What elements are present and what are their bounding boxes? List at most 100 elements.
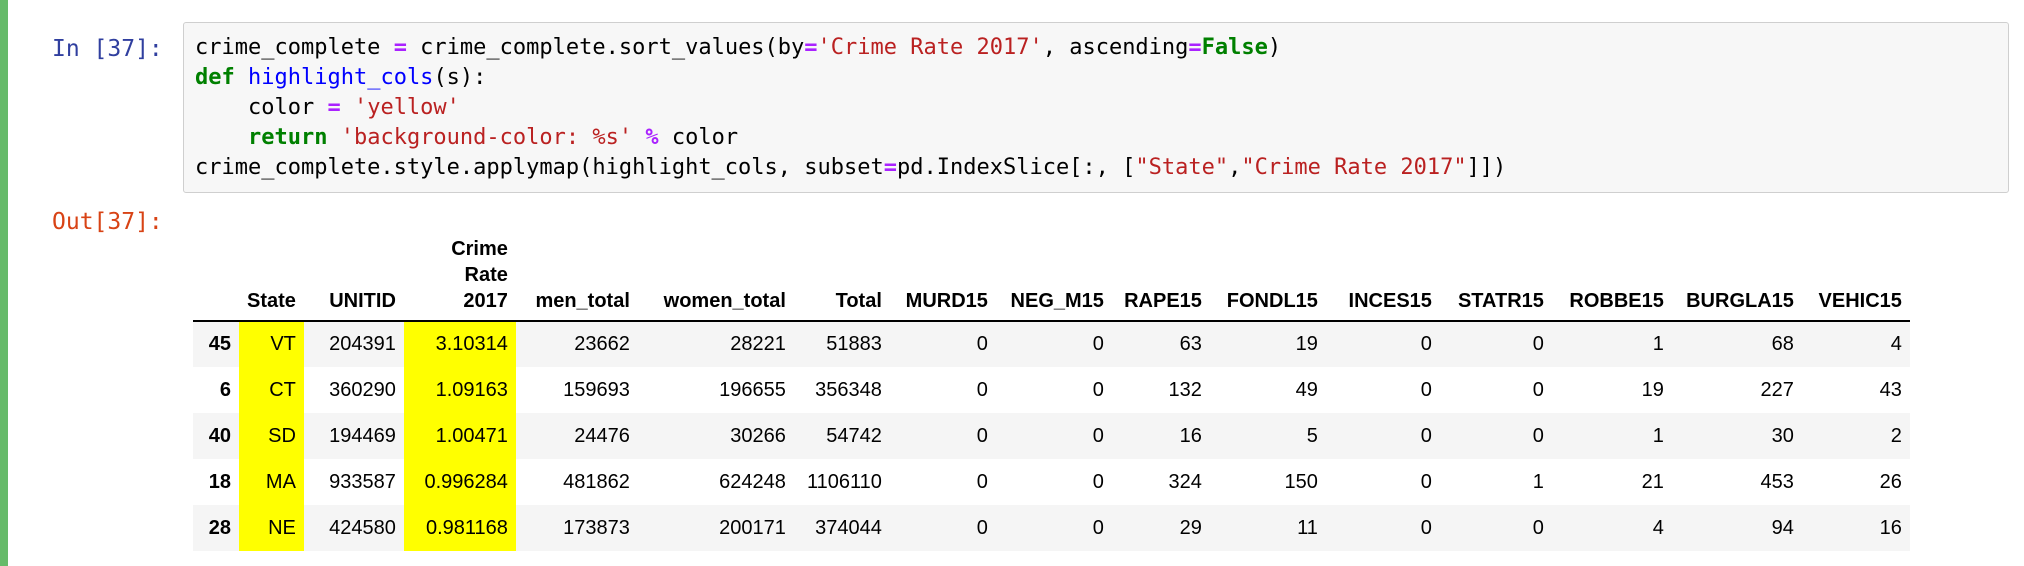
cell-vehic15: 43	[1879, 378, 1902, 401]
column-header-statr15: STATR15	[1439, 232, 1552, 322]
cell-state: SD	[239, 413, 304, 459]
code-line-1: crime_complete = crime_complete.sort_val…	[195, 35, 1282, 60]
cell-robbe15: 1	[1652, 424, 1664, 447]
cell-women-total: 200171	[719, 516, 786, 539]
cell-burgla15: 453	[1760, 470, 1794, 493]
cell-unitid: 204391	[329, 333, 396, 355]
header-row: State UNITID Crime Rate 2017 men_total w…	[193, 232, 1910, 322]
column-header-unitid: UNITID	[303, 232, 404, 322]
cell-rape15: 63	[1179, 333, 1202, 355]
cell-unitid: 194469	[329, 424, 396, 447]
cell-state: MA	[239, 459, 304, 505]
cell-total: 1106110	[807, 470, 882, 493]
cell-neg-m15: 0	[1092, 424, 1104, 447]
cell-statr15: 0	[1532, 333, 1544, 355]
cell-total: 356348	[815, 378, 882, 401]
column-header-crime-rate-2017: Crime Rate 2017	[403, 232, 516, 322]
index-header	[193, 232, 239, 322]
table-row: 28 NE 424580 0.981168 173873 200171 3740…	[193, 505, 1910, 551]
cell-murd15: 0	[976, 378, 988, 401]
cell-murd15: 0	[976, 333, 988, 355]
cell-burgla15: 94	[1771, 516, 1794, 539]
cell-men-total: 159693	[563, 378, 630, 401]
cell-murd15: 0	[976, 516, 988, 539]
cell-neg-m15: 0	[1092, 378, 1104, 401]
cell-state: VT	[239, 321, 304, 367]
dataframe-table: State UNITID Crime Rate 2017 men_total w…	[193, 232, 1910, 551]
cell-rape15: 29	[1179, 516, 1202, 539]
column-header-vehic15: VEHIC15	[1801, 232, 1910, 322]
cell-fondl15: 5	[1306, 424, 1318, 447]
cell-unitid: 424580	[329, 516, 396, 539]
cell-state: CT	[239, 367, 304, 413]
cell-statr15: 1	[1532, 470, 1544, 493]
cell-vehic15: 4	[1890, 333, 1902, 355]
code-line-3: color = 'yellow'	[195, 95, 460, 120]
row-index: 40	[208, 424, 231, 447]
cell-vehic15: 2	[1890, 424, 1902, 447]
cell-men-total: 173873	[563, 516, 630, 539]
cell-inces15: 0	[1420, 378, 1432, 401]
cell-crime-rate: 1.00471	[403, 413, 516, 459]
cell-statr15: 0	[1532, 424, 1544, 447]
cell-murd15: 0	[976, 424, 988, 447]
table-row: 18 MA 933587 0.996284 481862 624248 1106…	[193, 459, 1910, 505]
code-text[interactable]: crime_complete = crime_complete.sort_val…	[195, 33, 1506, 183]
cell-statr15: 0	[1532, 378, 1544, 401]
column-header-murd15: MURD15	[889, 232, 996, 322]
output-dataframe: State UNITID Crime Rate 2017 men_total w…	[193, 232, 1910, 551]
code-editor[interactable]: crime_complete = crime_complete.sort_val…	[183, 22, 2009, 193]
code-line-5: crime_complete.style.applymap(highlight_…	[195, 155, 1507, 180]
cell-neg-m15: 0	[1092, 333, 1104, 355]
cell-men-total: 24476	[574, 424, 630, 447]
cell-crime-rate: 3.10314	[403, 321, 516, 367]
column-header-men-total: men_total	[515, 232, 638, 322]
cell-fondl15: 11	[1297, 516, 1318, 539]
cell-women-total: 30266	[730, 424, 786, 447]
cell-rape15: 324	[1168, 470, 1202, 493]
cell-rape15: 16	[1179, 424, 1202, 447]
code-line-4: return 'background-color: %s' % color	[247, 125, 739, 150]
column-header-neg-m15: NEG_M15	[995, 232, 1112, 322]
cell-inces15: 0	[1420, 516, 1432, 539]
column-header-state: State	[239, 232, 304, 322]
column-header-rape15: RAPE15	[1111, 232, 1210, 322]
cell-burgla15: 227	[1760, 378, 1794, 401]
column-header-women-total: women_total	[637, 232, 794, 322]
row-index: 28	[208, 516, 231, 539]
input-prompt: In [37]:	[52, 36, 163, 62]
cell-unitid: 933587	[329, 470, 396, 493]
cell-burgla15: 30	[1771, 424, 1794, 447]
cell-focus-bar	[0, 0, 8, 566]
cell-inces15: 0	[1420, 470, 1432, 493]
row-index: 45	[208, 333, 231, 355]
cell-state: NE	[239, 505, 304, 551]
column-header-total: Total	[793, 232, 890, 322]
cell-statr15: 0	[1532, 516, 1544, 539]
cell-unitid: 360290	[329, 378, 396, 401]
cell-men-total: 23662	[574, 333, 630, 355]
table-row: 45 VT 204391 3.10314 23662 28221 51883 0…	[193, 321, 1910, 367]
cell-fondl15: 49	[1295, 378, 1318, 401]
cell-crime-rate: 0.981168	[403, 505, 516, 551]
code-line-2: def highlight_cols(s):	[195, 65, 487, 90]
cell-vehic15: 16	[1879, 516, 1902, 539]
cell-women-total: 624248	[719, 470, 786, 493]
cell-rape15: 132	[1168, 378, 1202, 401]
table-row: 6 CT 360290 1.09163 159693 196655 356348…	[193, 367, 1910, 413]
cell-murd15: 0	[976, 470, 988, 493]
cell-robbe15: 19	[1641, 378, 1664, 401]
cell-total: 54742	[826, 424, 882, 447]
cell-fondl15: 150	[1284, 470, 1318, 493]
cell-total: 51883	[826, 333, 882, 355]
cell-inces15: 0	[1420, 424, 1432, 447]
cell-women-total: 196655	[719, 378, 786, 401]
column-header-robbe15: ROBBE15	[1551, 232, 1672, 322]
column-header-fondl15: FONDL15	[1209, 232, 1326, 322]
cell-neg-m15: 0	[1092, 470, 1104, 493]
cell-robbe15: 21	[1641, 470, 1664, 493]
row-index: 6	[219, 378, 231, 401]
column-header-inces15: INCES15	[1325, 232, 1440, 322]
cell-men-total: 481862	[563, 470, 630, 493]
